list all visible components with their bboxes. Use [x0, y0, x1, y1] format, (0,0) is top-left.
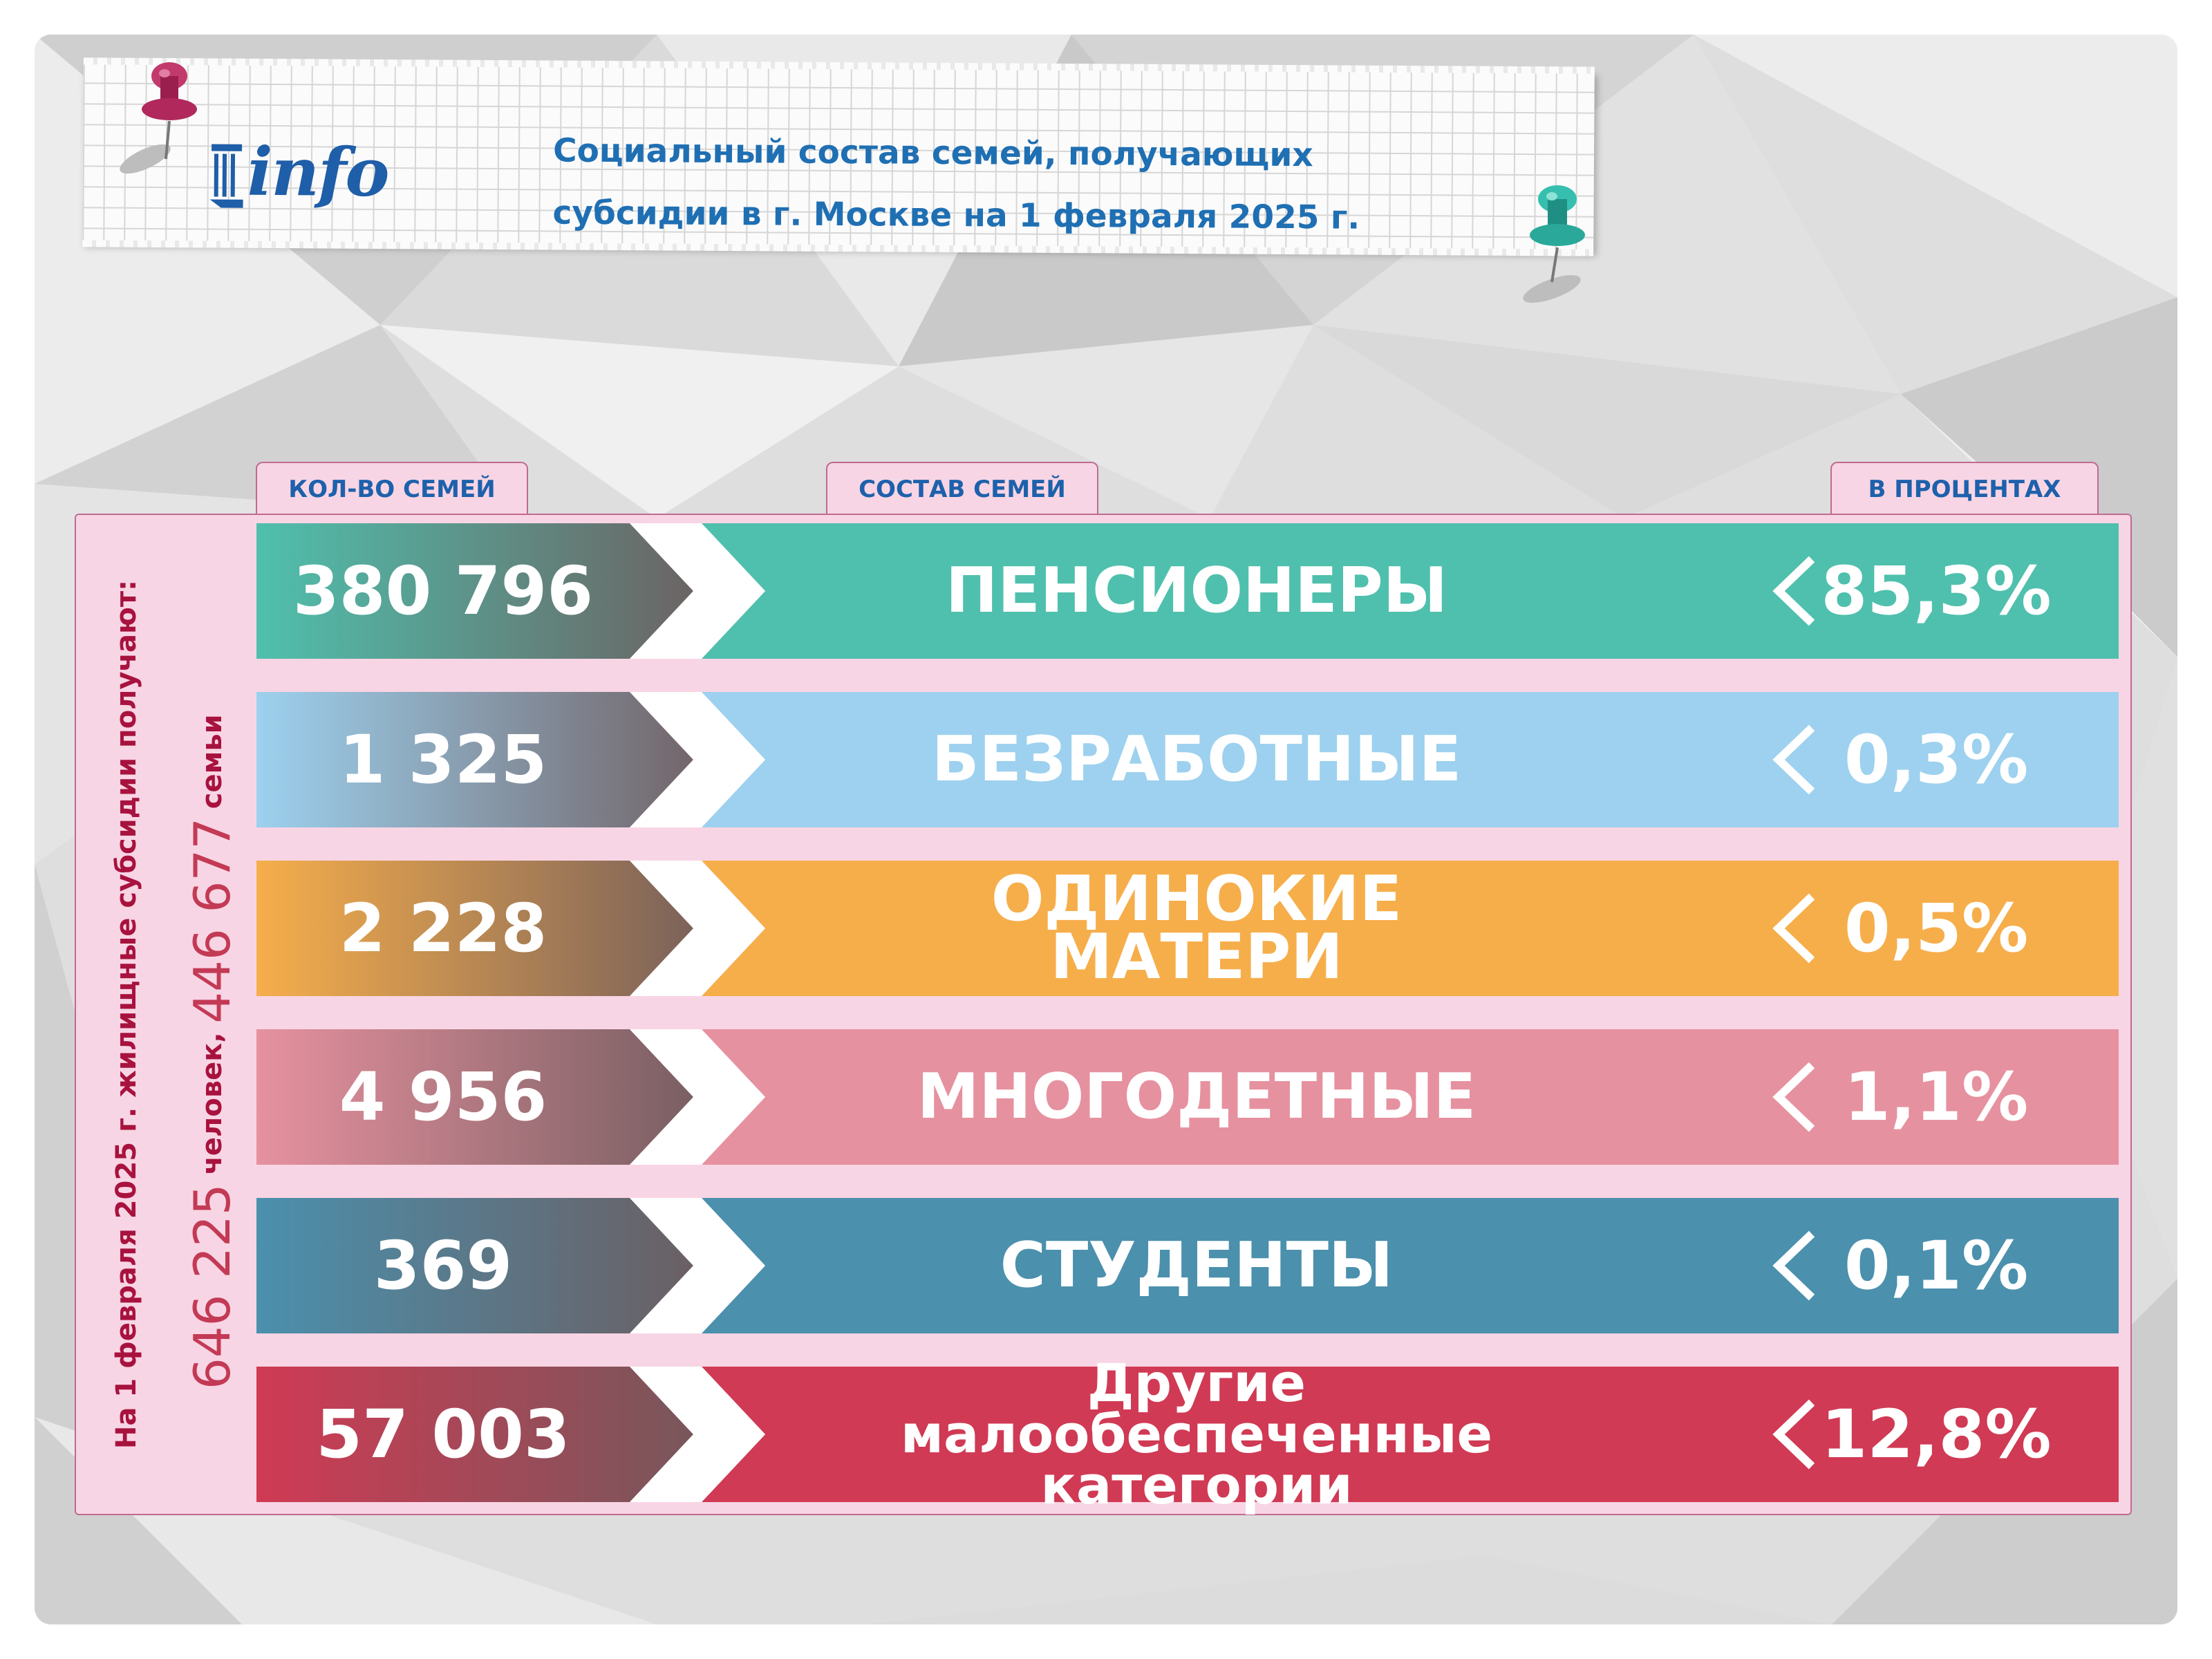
- chevron-right-icon: [630, 1367, 765, 1502]
- percent-value: 0,3%: [1844, 721, 2029, 798]
- side-totals: 646 225 человек, 446 677 семьи: [183, 714, 241, 1389]
- family-count: 57 003: [316, 1396, 570, 1473]
- title-line-2: субсидии в г. Москве на 1 февраля 2025 г…: [552, 194, 1360, 237]
- page-title: Социальный состав семей, получающих субс…: [552, 120, 1360, 248]
- family-count: 369: [373, 1227, 513, 1304]
- category-bar: [702, 861, 2119, 996]
- family-count: 380 796: [292, 552, 594, 630]
- category-row: 369 СТУДЕНТЫ 0,1%: [256, 1198, 2119, 1333]
- category-label: БЕЗРАБОТНЫЕ: [931, 723, 1462, 796]
- percent-value: 0,5%: [1844, 890, 2029, 967]
- families-label: семьи: [196, 714, 228, 809]
- percent-value: 0,1%: [1844, 1227, 2029, 1304]
- people-total: 646 225: [183, 1183, 241, 1389]
- family-count: 2 228: [339, 890, 547, 967]
- header-count-tab: КОЛ-ВО СЕМЕЙ: [256, 462, 528, 516]
- logo-text: info: [247, 132, 388, 212]
- category-bar: [702, 692, 2119, 827]
- chevron-left-icon: [1772, 1230, 1815, 1301]
- count-arrow: 57 003: [256, 1367, 693, 1502]
- chevron-right-icon: [630, 861, 765, 996]
- category-label: СТУДЕНТЫ: [1000, 1229, 1394, 1302]
- chevron-right-icon: [630, 1198, 765, 1333]
- category-bar: [702, 1198, 2119, 1333]
- category-row: 1 325 БЕЗРАБОТНЫЕ 0,3%: [256, 692, 2119, 827]
- category-row: 2 228 ОДИНОКИЕ МАТЕРИ 0,5%: [256, 861, 2119, 996]
- chevron-left-icon: [1772, 724, 1815, 795]
- chevron-right-icon: [630, 1029, 765, 1165]
- header-composition-tab: СОСТАВ СЕМЕЙ: [826, 462, 1098, 516]
- side-caption: На 1 февраля 2025 г. жилищные субсидии п…: [111, 579, 142, 1449]
- percent-value: 12,8%: [1821, 1396, 2052, 1473]
- family-count: 1 325: [339, 721, 547, 798]
- count-arrow: 4 956: [256, 1029, 693, 1165]
- title-line-1: Социальный состав семей, получающих: [552, 131, 1313, 175]
- category-row: 380 796 ПЕНСИОНЕРЫ 85,3%: [256, 523, 2119, 659]
- chevron-left-icon: [1772, 1062, 1815, 1132]
- category-label: Другие малообеспеченные категории: [900, 1352, 1493, 1516]
- category-bar: [702, 523, 2119, 659]
- header-percent-tab: В ПРОЦЕНТАХ: [1830, 462, 2099, 516]
- family-count: 4 956: [339, 1058, 547, 1136]
- percent-value: 85,3%: [1821, 552, 2052, 630]
- count-arrow: 2 228: [256, 861, 693, 996]
- category-bar: [702, 1367, 2119, 1502]
- category-label: ПЕНСИОНЕРЫ: [945, 554, 1448, 627]
- count-arrow: 1 325: [256, 692, 693, 827]
- category-row: 57 003 Другие малообеспеченные категории 1…: [256, 1352, 2119, 1516]
- category-label: ОДИНОКИЕ МАТЕРИ: [991, 863, 1403, 993]
- chevron-right-icon: [630, 523, 765, 659]
- teal-pushpin-icon: [1523, 185, 1585, 303]
- info-logo: info: [207, 131, 415, 216]
- red-pushpin-icon: [120, 62, 197, 174]
- chevron-left-icon: [1772, 1399, 1815, 1470]
- logo-building-icon: [209, 144, 243, 208]
- title-paper: info Социальный состав семей, получающих…: [82, 57, 1595, 256]
- data-panel: [75, 514, 2132, 1515]
- chevron-right-icon: [630, 692, 765, 827]
- category-label: МНОГОДЕТНЫЕ: [917, 1060, 1477, 1133]
- percent-value: 1,1%: [1844, 1058, 2029, 1136]
- category-row: 4 956 МНОГОДЕТНЫЕ 1,1%: [256, 1029, 2119, 1165]
- count-arrow: 380 796: [256, 523, 693, 659]
- chevron-left-icon: [1772, 556, 1815, 626]
- category-bar: [702, 1029, 2119, 1165]
- people-label: человек,: [196, 1032, 228, 1175]
- count-arrow: 369: [256, 1198, 693, 1333]
- chevron-left-icon: [1772, 893, 1815, 964]
- families-total: 446 677: [183, 817, 241, 1024]
